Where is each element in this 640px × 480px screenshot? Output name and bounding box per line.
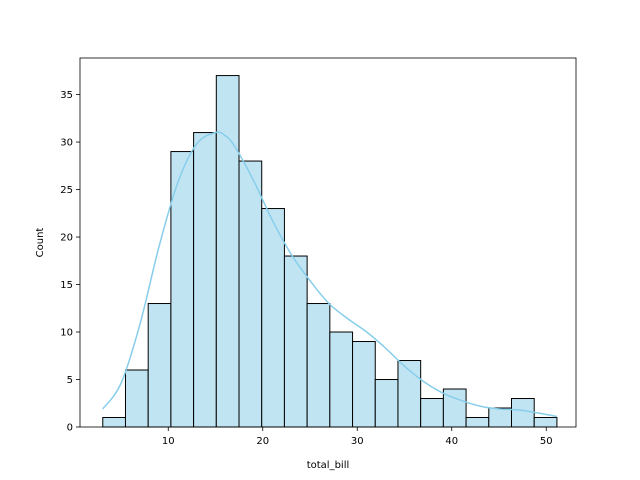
histogram-bar [238,160,263,428]
histogram-bar [215,75,240,428]
x-tick-label: 50 [540,436,553,447]
y-tick-label: 30 [60,138,73,149]
histogram-bar [420,398,444,428]
histogram-bar [261,208,285,428]
x-axis-ticks: 10 20 30 40 50 [162,427,553,447]
histogram-bar [193,132,217,428]
y-tick-label: 5 [67,375,73,386]
y-axis-ticks: 0 5 10 15 20 25 30 35 [60,90,80,434]
histogram-bar [352,341,376,428]
y-tick-label: 20 [60,233,73,244]
y-tick-label: 35 [60,90,73,101]
histogram-bar [465,417,490,428]
histogram-bar [374,379,399,428]
y-tick-label: 25 [60,185,73,196]
histogram-bar [533,417,558,428]
y-tick-label: 15 [60,280,73,291]
histogram-bar [306,303,331,428]
histogram-bar [102,417,126,428]
bars-group [102,75,558,428]
x-tick-label: 30 [351,436,364,447]
plot-frame [79,57,577,428]
histogram-bar [510,398,535,428]
histogram-bar [147,303,172,428]
kde-curve [102,131,558,418]
y-tick-label: 0 [67,423,73,434]
x-tick-label: 40 [445,436,458,447]
histogram-bar [488,407,512,428]
x-axis-label: total_bill [307,460,350,471]
x-tick-label: 20 [256,436,269,447]
histogram-bar [283,255,308,428]
x-tick-label: 10 [162,436,175,447]
y-axis-label: Count [35,228,46,258]
histogram-bar [124,369,149,428]
histogram-bar [329,331,354,428]
y-tick-label: 10 [60,328,73,339]
